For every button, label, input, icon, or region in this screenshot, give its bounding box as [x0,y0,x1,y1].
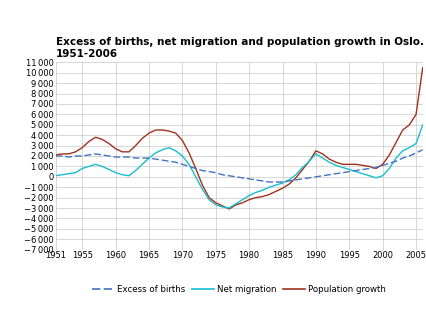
Text: Excess of births, net migration and population growth in Oslo.
1951-2006: Excess of births, net migration and popu… [55,37,423,59]
Legend: Excess of births, Net migration, Population growth: Excess of births, Net migration, Populat… [88,282,389,298]
